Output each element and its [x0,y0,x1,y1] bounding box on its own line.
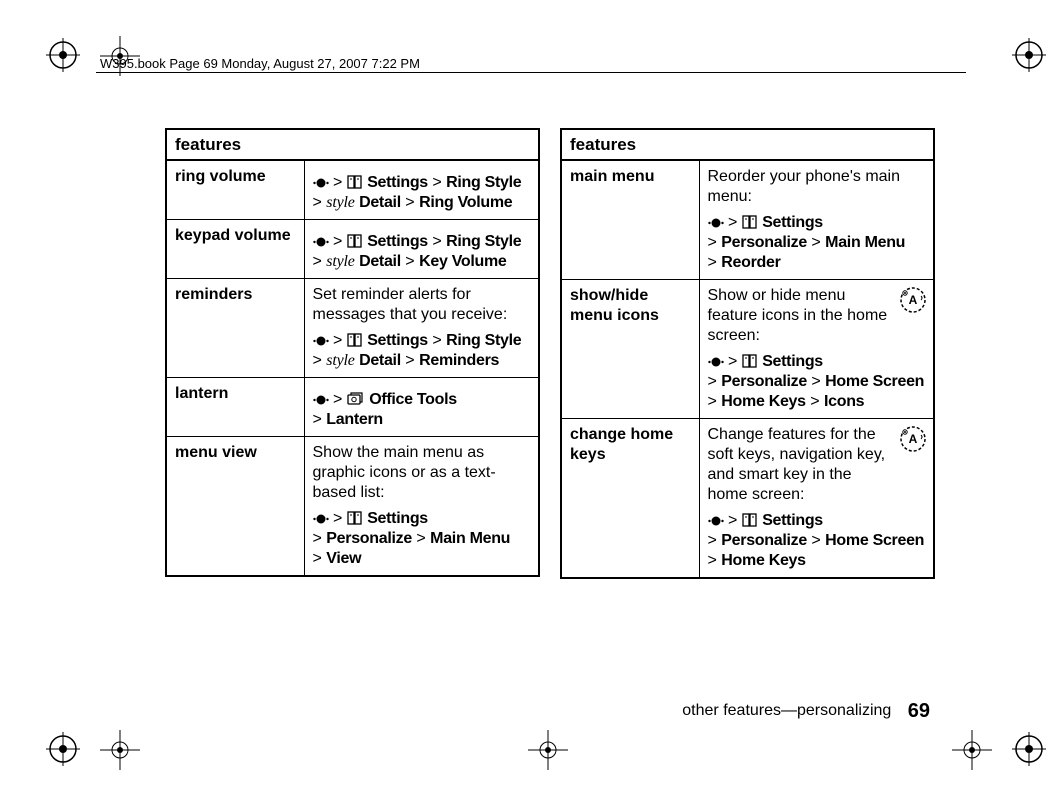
feature-label: keypad volume [166,220,304,279]
header-rule [96,72,966,73]
table-row: lantern > Office Tools > Lantern [166,378,539,437]
feature-description: Set reminder alerts for messages that yo… [304,279,539,378]
doc-header: W395.book Page 69 Monday, August 27, 200… [100,56,420,71]
feature-description: AChange features for the soft keys, navi… [699,419,934,579]
settings-tools-icon [742,513,758,527]
office-tools-icon [347,392,365,406]
table-row: main menuReorder your phone's main menu:… [561,160,934,280]
center-key-icon [313,394,329,406]
registration-mark-icon [528,730,568,770]
operator-dependent-badge-icon: A [899,286,927,314]
center-key-icon [708,515,724,527]
table-row: change home keysAChange features for the… [561,419,934,579]
feature-label: menu view [166,437,304,577]
nav-path: > Settings > Personalize > Home Screen >… [708,511,926,571]
center-key-icon [708,217,724,229]
nav-path: > Settings > Personalize > Home Screen >… [708,352,926,412]
features-table-right: features main menuReorder your phone's m… [560,128,935,579]
nav-path: > Settings > Ring Style > style Detail >… [313,232,531,272]
settings-tools-icon [347,511,363,525]
table-header: features [166,129,539,160]
crop-mark-icon [46,38,80,72]
table-row: show/hide menu iconsAShow or hide menu f… [561,280,934,419]
nav-path: > Settings > Personalize > Main Menu > V… [313,509,531,569]
settings-tools-icon [347,333,363,347]
nav-path: > Settings > Personalize > Main Menu > R… [708,213,926,273]
feature-description: Show the main menu as graphic icons or a… [304,437,539,577]
operator-dependent-badge-icon: A [899,425,927,453]
svg-text:A: A [909,432,918,446]
feature-label: main menu [561,160,699,280]
registration-mark-icon [952,730,992,770]
center-key-icon [313,513,329,525]
features-table-left: features ring volume > Settings > Ring S… [165,128,540,577]
table-row: remindersSet reminder alerts for message… [166,279,539,378]
registration-mark-icon [100,730,140,770]
feature-label: show/hide menu icons [561,280,699,419]
nav-path: > Settings > Ring Style > style Detail >… [313,173,531,213]
feature-label: reminders [166,279,304,378]
settings-tools-icon [742,215,758,229]
center-key-icon [708,356,724,368]
settings-tools-icon [742,354,758,368]
crop-mark-icon [1012,732,1046,766]
feature-description: Reorder your phone's main menu: > Settin… [699,160,934,280]
center-key-icon [313,335,329,347]
table-row: menu viewShow the main menu as graphic i… [166,437,539,577]
svg-text:A: A [909,293,918,307]
feature-label: change home keys [561,419,699,579]
nav-path: > Office Tools > Lantern [313,390,531,430]
crop-mark-icon [1012,38,1046,72]
right-column: features main menuReorder your phone's m… [560,128,935,579]
settings-tools-icon [347,234,363,248]
feature-description: > Settings > Ring Style > style Detail >… [304,220,539,279]
page-content: features ring volume > Settings > Ring S… [165,128,935,579]
table-header: features [561,129,934,160]
table-row: ring volume > Settings > Ring Style > st… [166,160,539,220]
feature-description: > Office Tools > Lantern [304,378,539,437]
crop-mark-icon [46,732,80,766]
feature-description: > Settings > Ring Style > style Detail >… [304,160,539,220]
table-row: keypad volume > Settings > Ring Style > … [166,220,539,279]
nav-path: > Settings > Ring Style > style Detail >… [313,331,531,371]
feature-label: lantern [166,378,304,437]
center-key-icon [313,177,329,189]
feature-description: AShow or hide menu feature icons in the … [699,280,934,419]
footer-section: other features—personalizing [682,702,891,719]
left-column: features ring volume > Settings > Ring S… [165,128,540,579]
center-key-icon [313,236,329,248]
page-footer: other features—personalizing 69 [682,700,930,723]
feature-label: ring volume [166,160,304,220]
footer-page-number: 69 [908,700,930,722]
settings-tools-icon [347,175,363,189]
